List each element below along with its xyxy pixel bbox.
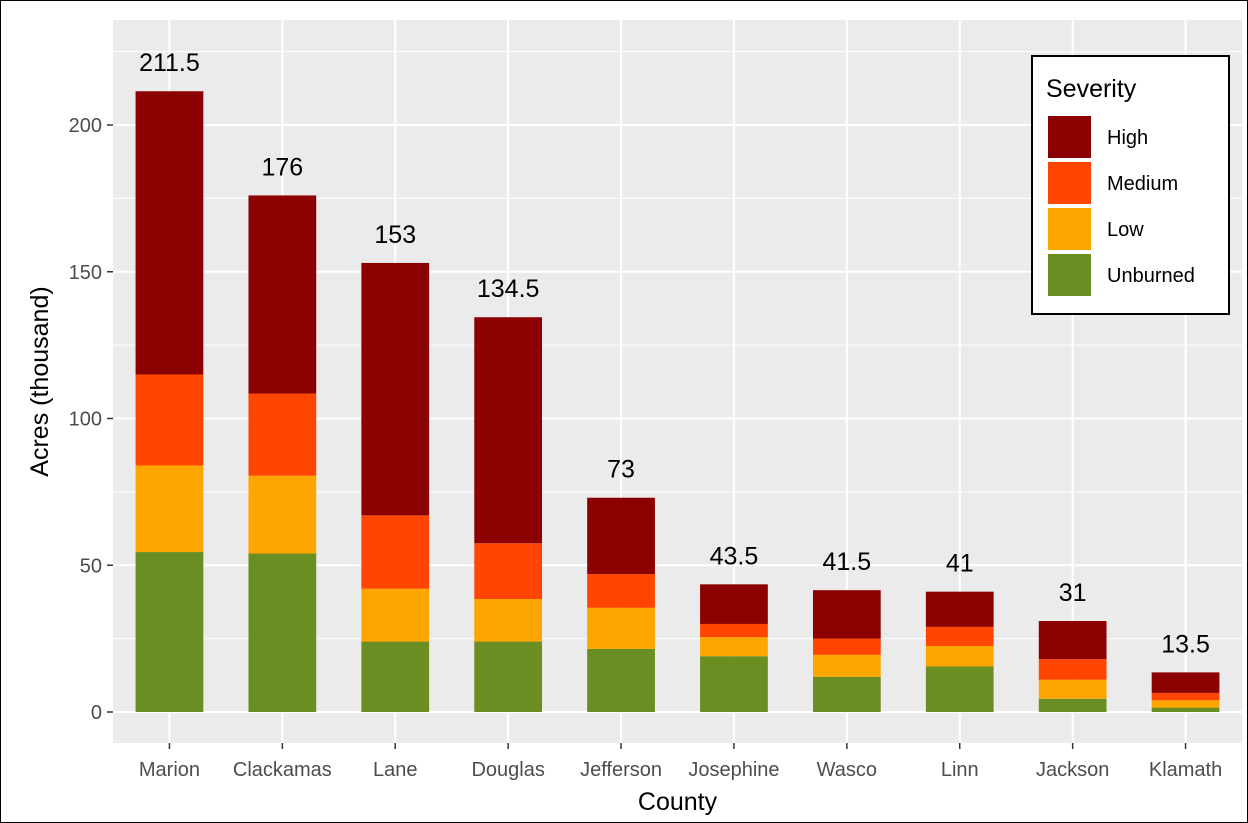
bar-segment-medium-clackamas [248,393,317,476]
bar-segment-high-linn [925,591,994,627]
bar-segment-low-klamath [1151,700,1220,708]
x-tick-label: Marion [139,759,200,781]
bar-segment-medium-jefferson [587,574,655,608]
total-label: 41.5 [823,548,872,576]
bar-segment-unburned-jackson [1038,698,1107,712]
x-tick-label: Josephine [688,759,779,781]
x-tick-label: Linn [941,759,979,781]
total-label: 134.5 [477,275,540,303]
y-tick-label: 100 [69,409,102,431]
bar-segment-medium-linn [925,626,994,646]
x-tick-label: Jefferson [580,759,662,781]
y-tick-label: 200 [69,115,102,137]
total-label: 13.5 [1161,630,1210,658]
x-tick-label: Wasco [817,759,877,781]
total-label: 73 [607,456,635,484]
y-tick-label: 50 [80,555,102,577]
legend-label-high: High [1107,127,1148,149]
legend: Severity High Medium Low Unburned [1031,55,1230,315]
bar-segment-medium-klamath [1151,692,1220,701]
bar-segment-medium-marion [135,374,204,466]
total-labels: 211.5 176 153 134.5 73 43.5 41.5 41 31 13.5 [139,49,1210,658]
bar-segment-unburned-linn [925,666,994,712]
y-axis: 0 50 100 150 200 [69,115,113,724]
bar-segment-unburned-klamath [1151,707,1220,712]
legend-key-unburned [1048,254,1091,296]
y-tick-label: 0 [91,702,102,724]
bar-segment-high-lane [361,262,430,516]
total-label: 41 [946,550,974,578]
bar-segment-high-josephine [700,584,768,624]
x-tick-label: Clackamas [233,759,332,781]
bar-segment-medium-lane [361,515,430,589]
x-axis-title: County [638,788,718,816]
bar-segment-high-jackson [1038,621,1107,660]
bar-segment-medium-jackson [1038,659,1107,680]
legend-title: Severity [1046,75,1137,103]
bar-segment-low-jackson [1038,679,1107,699]
bar-segment-unburned-marion [135,552,204,712]
bar-segment-low-marion [135,465,204,553]
bar-segment-low-linn [925,645,994,667]
x-tick-label: Lane [373,759,418,781]
bar-segment-medium-douglas [474,543,543,600]
legend-label-medium: Medium [1107,173,1178,195]
bar-segment-high-douglas [474,317,543,544]
legend-key-medium [1048,162,1091,204]
bar-segment-high-jefferson [587,497,655,575]
total-label: 153 [374,221,416,249]
bar-segment-medium-josephine [700,623,768,638]
bar-segment-low-wasco [812,654,881,677]
bar-segment-high-klamath [1151,672,1220,693]
bar-segment-low-douglas [474,599,543,642]
bar-segment-high-wasco [812,590,881,639]
y-axis-title: Acres (thousand) [26,286,54,476]
total-label: 31 [1059,579,1087,607]
x-tick-label: Klamath [1149,759,1222,781]
bar-segment-medium-wasco [812,638,881,655]
bar-segment-unburned-josephine [700,656,768,712]
legend-label-unburned: Unburned [1107,265,1195,287]
total-label: 211.5 [139,49,200,77]
bar-segment-unburned-jefferson [587,648,655,712]
bars [135,91,1220,712]
y-tick-label: 150 [69,262,102,284]
bar-segment-unburned-lane [361,641,430,712]
bar-segment-high-clackamas [248,195,317,394]
bar-segment-unburned-clackamas [248,553,317,712]
bar-segment-low-lane [361,588,430,642]
x-tick-label: Jackson [1036,759,1109,781]
total-label: 43.5 [710,542,759,570]
bar-segment-unburned-wasco [812,676,881,712]
total-label: 176 [261,153,303,181]
x-tick-label: Douglas [471,759,544,781]
bar-segment-low-clackamas [248,475,317,554]
bar-segment-low-jefferson [587,607,655,649]
bar-segment-low-josephine [700,637,768,657]
x-axis: Marion Clackamas Lane Douglas Jefferson Josep… [139,743,1222,781]
bar-segment-unburned-douglas [474,641,543,712]
legend-key-high [1048,116,1091,158]
bar-segment-high-marion [135,91,204,375]
legend-key-low [1048,208,1091,250]
legend-label-low: Low [1107,219,1144,241]
